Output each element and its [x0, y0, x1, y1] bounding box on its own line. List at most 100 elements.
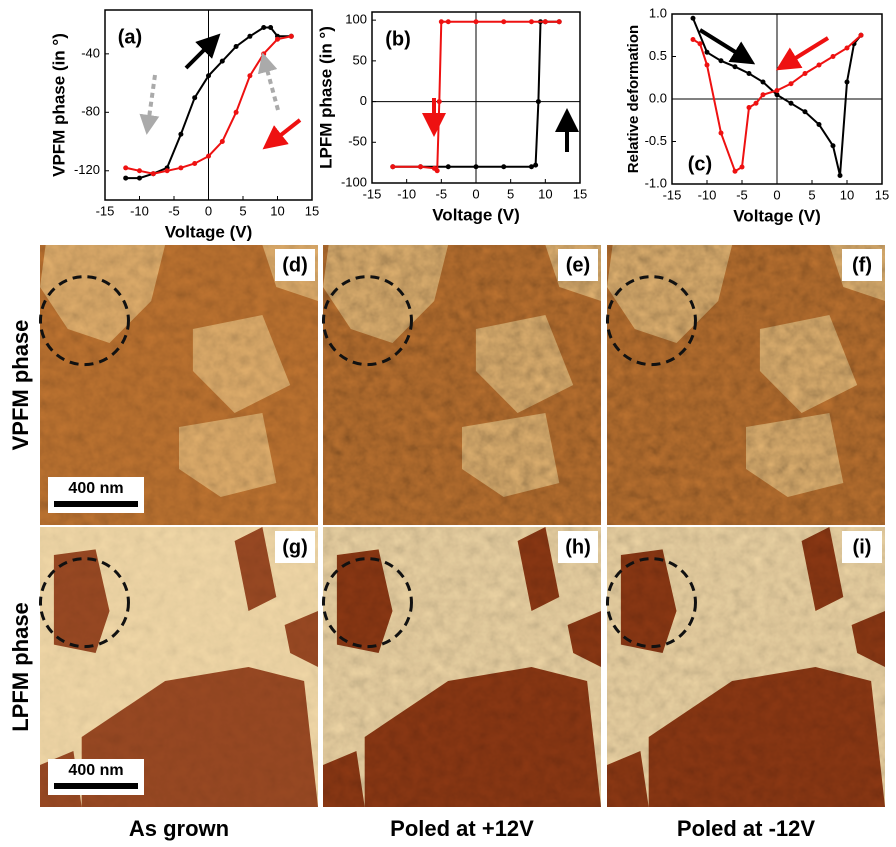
x-tick-label: -5: [736, 187, 748, 202]
data-point: [445, 19, 451, 25]
data-point: [137, 175, 142, 181]
highlight-circle: [605, 275, 697, 367]
x-tick-label: -10: [130, 203, 149, 218]
data-point: [774, 88, 780, 93]
y-axis-label: VPFM phase (in °): [49, 33, 68, 177]
data-point: [418, 164, 424, 170]
data-point: [760, 92, 766, 98]
data-point: [438, 19, 444, 25]
data-point: [704, 62, 710, 68]
x-tick-label: -15: [363, 186, 382, 201]
data-point: [219, 139, 225, 145]
data-point: [830, 143, 836, 149]
x-tick-label: -10: [698, 187, 717, 202]
panel-label: (d): [282, 254, 308, 276]
row-label: VPFM phase: [8, 320, 33, 451]
y-tick-label: -1.0: [645, 175, 667, 190]
image-panel: [607, 245, 885, 525]
y-tick-label: -100: [341, 174, 367, 189]
x-tick-label: 15: [305, 203, 319, 218]
data-point: [123, 175, 129, 181]
image-texture: [607, 245, 885, 525]
x-tick-label: 10: [840, 187, 854, 202]
data-point: [690, 37, 696, 42]
highlight-circle: [321, 557, 413, 649]
data-point: [542, 19, 548, 25]
data-point: [473, 164, 479, 170]
data-point: [206, 153, 211, 159]
data-point: [697, 41, 703, 47]
data-point: [390, 164, 396, 170]
y-tick-label: 1.0: [649, 5, 667, 20]
image-texture: [607, 527, 885, 807]
arrow: [184, 33, 221, 70]
data-point: [150, 171, 156, 177]
data-point: [746, 105, 752, 110]
data-point: [501, 164, 507, 170]
data-point: [844, 79, 850, 85]
arrow: [262, 118, 302, 150]
highlight-circle: [605, 557, 697, 649]
x-tick-label: -15: [663, 187, 682, 202]
data-point: [192, 160, 198, 166]
y-tick-label: -80: [81, 104, 100, 119]
column-label: Poled at +12V: [390, 816, 534, 841]
x-axis-label: Voltage (V): [165, 222, 253, 241]
data-point: [123, 165, 129, 171]
data-point: [732, 168, 738, 174]
panel-label: (c): [688, 153, 712, 175]
data-point: [718, 130, 724, 136]
x-tick-label: 15: [573, 186, 587, 201]
data-point: [753, 100, 759, 106]
data-point: [261, 51, 267, 57]
arrow: [257, 52, 280, 111]
panel-label: (i): [853, 536, 872, 558]
data-point: [816, 122, 822, 127]
data-point: [788, 81, 794, 87]
highlight-circle: [38, 557, 130, 649]
data-point: [137, 168, 142, 174]
x-tick-label: -15: [96, 203, 115, 218]
x-tick-label: 5: [808, 187, 815, 202]
image-texture: [323, 527, 601, 807]
panel-label-box: [558, 531, 598, 563]
x-tick-label: 15: [875, 187, 889, 202]
data-point: [268, 25, 274, 31]
x-tick-label: 0: [773, 187, 780, 202]
data-point: [802, 109, 808, 115]
data-point: [445, 164, 451, 170]
data-point: [178, 131, 184, 137]
panel-label: (f): [852, 254, 872, 276]
panel-label: (b): [385, 28, 411, 50]
y-tick-label: -50: [348, 134, 367, 149]
panel-label: (a): [118, 26, 142, 48]
data-point: [501, 19, 507, 25]
data-point: [288, 33, 294, 39]
y-tick-label: -120: [74, 162, 100, 177]
panel-label: (e): [566, 254, 590, 276]
image-texture: [323, 245, 601, 525]
data-point: [473, 19, 479, 25]
data-point: [844, 45, 850, 51]
y-axis-label: LPFM phase (in °): [316, 26, 335, 169]
data-point: [816, 62, 822, 68]
panel-label-box: [842, 249, 882, 281]
x-tick-label: 10: [270, 203, 284, 218]
arrow: [698, 28, 756, 65]
x-tick-label: -10: [397, 186, 416, 201]
panel-label: (h): [565, 536, 591, 558]
scale-bar: [54, 783, 138, 789]
data-point: [690, 15, 696, 21]
x-tick-label: 5: [507, 186, 514, 201]
y-tick-label: 0: [360, 93, 367, 108]
data-point: [739, 164, 745, 170]
x-axis-label: Voltage (V): [733, 206, 821, 225]
data-point: [431, 165, 437, 171]
data-point: [556, 19, 562, 25]
data-point: [247, 73, 253, 79]
panel-label-box: [275, 531, 315, 563]
y-tick-label: 100: [345, 12, 367, 27]
image-panel: [323, 245, 601, 525]
highlight-circle: [38, 275, 130, 367]
